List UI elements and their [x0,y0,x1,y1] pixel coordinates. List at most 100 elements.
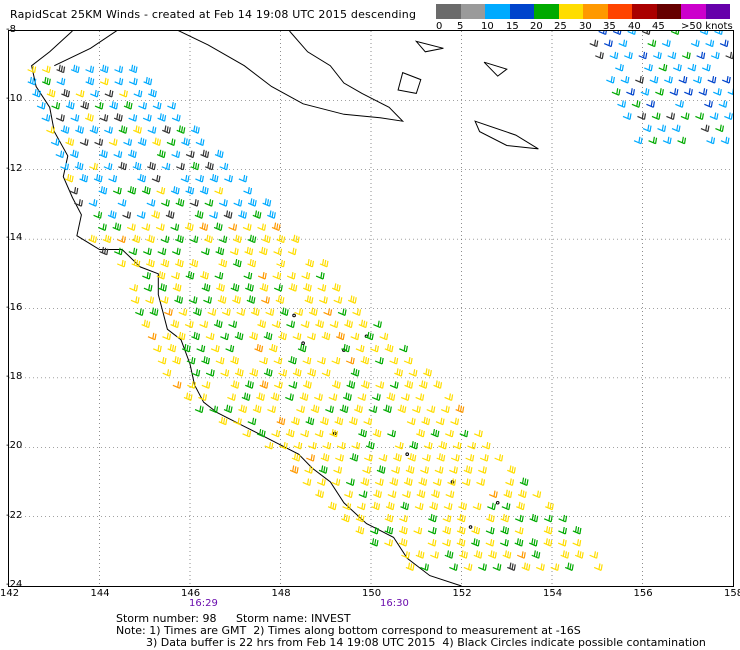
wind-map[interactable] [8,30,734,587]
wind-barb [64,173,74,183]
wind-barb [171,150,181,159]
wind-barb [41,65,51,74]
wind-barb [345,357,355,365]
wind-barb [442,514,452,523]
lat-label: -24 [6,579,23,590]
lon-label: 144 [90,588,110,599]
wind-barb [374,478,384,486]
wind-barb [572,526,582,535]
wind-barb [223,404,233,414]
wind-barb [286,272,296,280]
wind-barb [142,114,152,122]
wind-barb [574,550,584,559]
wind-barb [232,295,241,304]
wind-barb [718,100,728,108]
wind-barb [200,271,209,280]
wind-barb [99,77,109,86]
wind-barb [384,539,394,547]
reef-islet [292,313,296,318]
wind-barb [519,477,529,486]
wind-barb [431,489,440,499]
wind-barb [433,380,443,389]
wind-barb [151,174,161,183]
wind-barb [304,295,314,304]
reef-islet [495,500,500,505]
wind-barb [279,307,289,316]
wind-barb [65,137,75,147]
wind-barb [360,356,370,365]
wind-barb [146,199,156,207]
wind-barb [223,210,233,219]
wind-barb [333,466,343,474]
wind-barb [316,478,326,486]
wind-barb [80,101,90,110]
wind-barb [109,101,119,110]
wind-barb [164,308,173,316]
wind-barb [550,563,560,571]
wind-barb [50,138,60,147]
wind-barb [94,102,104,110]
wind-barb [492,563,502,571]
wind-barb [93,211,103,219]
wind-barb [664,76,673,84]
wind-barb [84,113,94,122]
wind-barb [290,234,300,244]
wind-barb [70,64,80,74]
wind-barb [471,526,481,535]
wind-map-canvas [9,31,733,586]
wind-barb [700,124,710,133]
wind-barb [724,112,733,121]
wind-barb [323,308,333,316]
wind-barb [409,441,419,450]
wind-barb [123,138,133,147]
wind-barb [529,513,539,523]
wind-barb [680,112,690,121]
wind-barb [300,429,310,438]
wind-barb [467,441,477,450]
wind-barb [609,51,619,60]
wind-barb [290,416,300,426]
wind-barb [384,526,394,535]
wind-barb [617,100,627,108]
wind-barb [481,441,491,450]
wind-barb [180,174,190,183]
wind-barb [652,51,662,60]
wind-barb [474,429,483,438]
wind-barb [487,502,496,511]
wind-barb [285,393,294,401]
wind-barb [209,211,218,219]
wind-barb [331,283,341,292]
wind-barb [669,88,679,96]
wind-barb [176,331,186,341]
island-a [397,71,422,94]
wind-barb [27,65,37,74]
wind-barb [157,247,167,256]
wind-barb [247,258,257,268]
wind-barb [296,405,306,414]
wind-barb [442,539,451,547]
wind-barb [678,76,688,84]
wind-barb [229,247,239,256]
wind-barb [640,88,650,96]
wind-barb [199,186,209,195]
wind-barb [336,441,346,450]
wind-barb [318,465,328,474]
wind-barb [661,39,671,48]
wind-barb [146,234,155,244]
wind-barb [307,332,316,341]
wind-barb [375,381,385,389]
wind-barb [254,343,264,353]
storm-number: Storm number: 98 [116,612,217,625]
wind-barb [137,137,147,147]
wind-barb [176,162,185,171]
wind-barb [247,234,257,244]
wind-barb [399,514,408,523]
wind-barb [719,39,729,48]
scale-swatch [607,4,632,19]
wind-barb [428,513,437,523]
wind-barb [543,526,553,535]
wind-barb [94,138,104,147]
wind-barb [249,368,259,377]
wind-barb [119,89,128,98]
wind-barb [127,149,137,159]
